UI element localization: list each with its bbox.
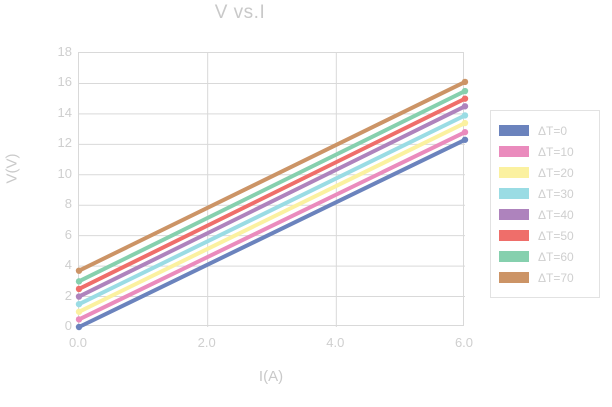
chart-legend: ΔT=0 ΔT=10 ΔT=20 ΔT=30 ΔT=40 ΔT=50 ΔT=60 ΔT=70 (490, 110, 600, 298)
series-1 (75, 136, 469, 331)
data-point-marker (75, 278, 83, 285)
series-line (77, 104, 467, 299)
data-point-marker (75, 285, 83, 293)
series-5 (75, 103, 469, 300)
y-tick-label: 18 (57, 44, 72, 59)
legend-color-swatch (499, 209, 529, 220)
data-point-marker (75, 267, 83, 274)
x-tick-label: 2.0 (197, 335, 216, 350)
series-4 (75, 112, 469, 308)
legend-item-label: ΔT=50 (538, 228, 574, 243)
legend-color-swatch (499, 167, 529, 178)
y-tick-label: 8 (64, 196, 72, 212)
y-tick-label: 16 (57, 74, 72, 90)
legend-color-swatch (499, 146, 529, 157)
legend-item[interactable]: ΔT=20 (499, 162, 593, 183)
data-point-marker (75, 316, 83, 323)
legend-color-swatch (499, 125, 529, 136)
series-line (77, 121, 467, 314)
data-point-marker (461, 119, 469, 127)
legend-item[interactable]: ΔT=40 (499, 204, 593, 225)
legend-item[interactable]: ΔT=50 (499, 225, 593, 246)
x-axis-title: I(A) (258, 368, 284, 385)
data-point-marker (75, 293, 83, 300)
series-line (77, 89, 467, 284)
legend-color-swatch (499, 230, 529, 241)
data-point-marker (461, 87, 469, 95)
legend-item-label: ΔT=60 (538, 249, 574, 264)
data-point-marker (75, 308, 83, 315)
data-point-marker (75, 300, 83, 308)
series-lines (75, 78, 469, 331)
legend-color-swatch (499, 272, 529, 283)
y-tick-label: 6 (64, 226, 72, 242)
legend-item-label: ΔT=20 (538, 165, 574, 180)
x-tick-label: 6.0 (454, 335, 474, 350)
series-8 (75, 78, 469, 274)
legend-item[interactable]: ΔT=0 (499, 120, 593, 141)
x-axis-tick-labels: 0.0 2.0 4.0 6.0 (69, 335, 473, 354)
series-6 (75, 95, 469, 293)
data-point-marker (461, 136, 469, 143)
legend-color-swatch (499, 251, 529, 262)
legend-item-label: ΔT=30 (538, 186, 574, 201)
legend-item[interactable]: ΔT=10 (499, 141, 593, 162)
plot-area (75, 52, 469, 331)
series-2 (75, 128, 469, 323)
y-tick-label: 14 (57, 104, 72, 120)
y-tick-label: 0 (64, 318, 72, 333)
data-point-marker (461, 128, 469, 136)
legend-item-label: ΔT=70 (538, 270, 574, 285)
y-tick-label: 12 (57, 135, 72, 151)
data-point-marker (461, 112, 469, 119)
y-tick-label: 10 (57, 165, 72, 181)
y-tick-label: 2 (64, 287, 72, 303)
y-axis-title: V(V) (3, 153, 21, 184)
legend-item[interactable]: ΔT=70 (499, 267, 593, 288)
data-point-marker (461, 95, 469, 102)
data-point-marker (75, 323, 83, 331)
series-line (77, 79, 467, 273)
series-3 (75, 119, 469, 315)
series-line (77, 113, 467, 307)
legend-item-label: ΔT=40 (538, 207, 574, 222)
legend-item-label: ΔT=10 (538, 144, 574, 159)
series-line (77, 137, 467, 329)
x-tick-label: 4.0 (326, 335, 345, 350)
legend-item[interactable]: ΔT=60 (499, 246, 593, 267)
series-line (77, 96, 467, 291)
data-point-marker (461, 103, 469, 110)
legend-item[interactable]: ΔT=30 (499, 183, 593, 204)
data-point-marker (461, 78, 469, 86)
y-tick-label: 4 (64, 257, 72, 273)
series-line (77, 130, 467, 322)
series-7 (75, 87, 469, 285)
x-tick-label: 0.0 (68, 335, 88, 350)
legend-color-swatch (499, 188, 529, 199)
legend-item-label: ΔT=0 (538, 123, 568, 138)
y-axis-tick-labels: 18 16 14 12 10 8 6 4 2 0 (40, 45, 72, 332)
chart-title: V vs.I (214, 2, 266, 23)
